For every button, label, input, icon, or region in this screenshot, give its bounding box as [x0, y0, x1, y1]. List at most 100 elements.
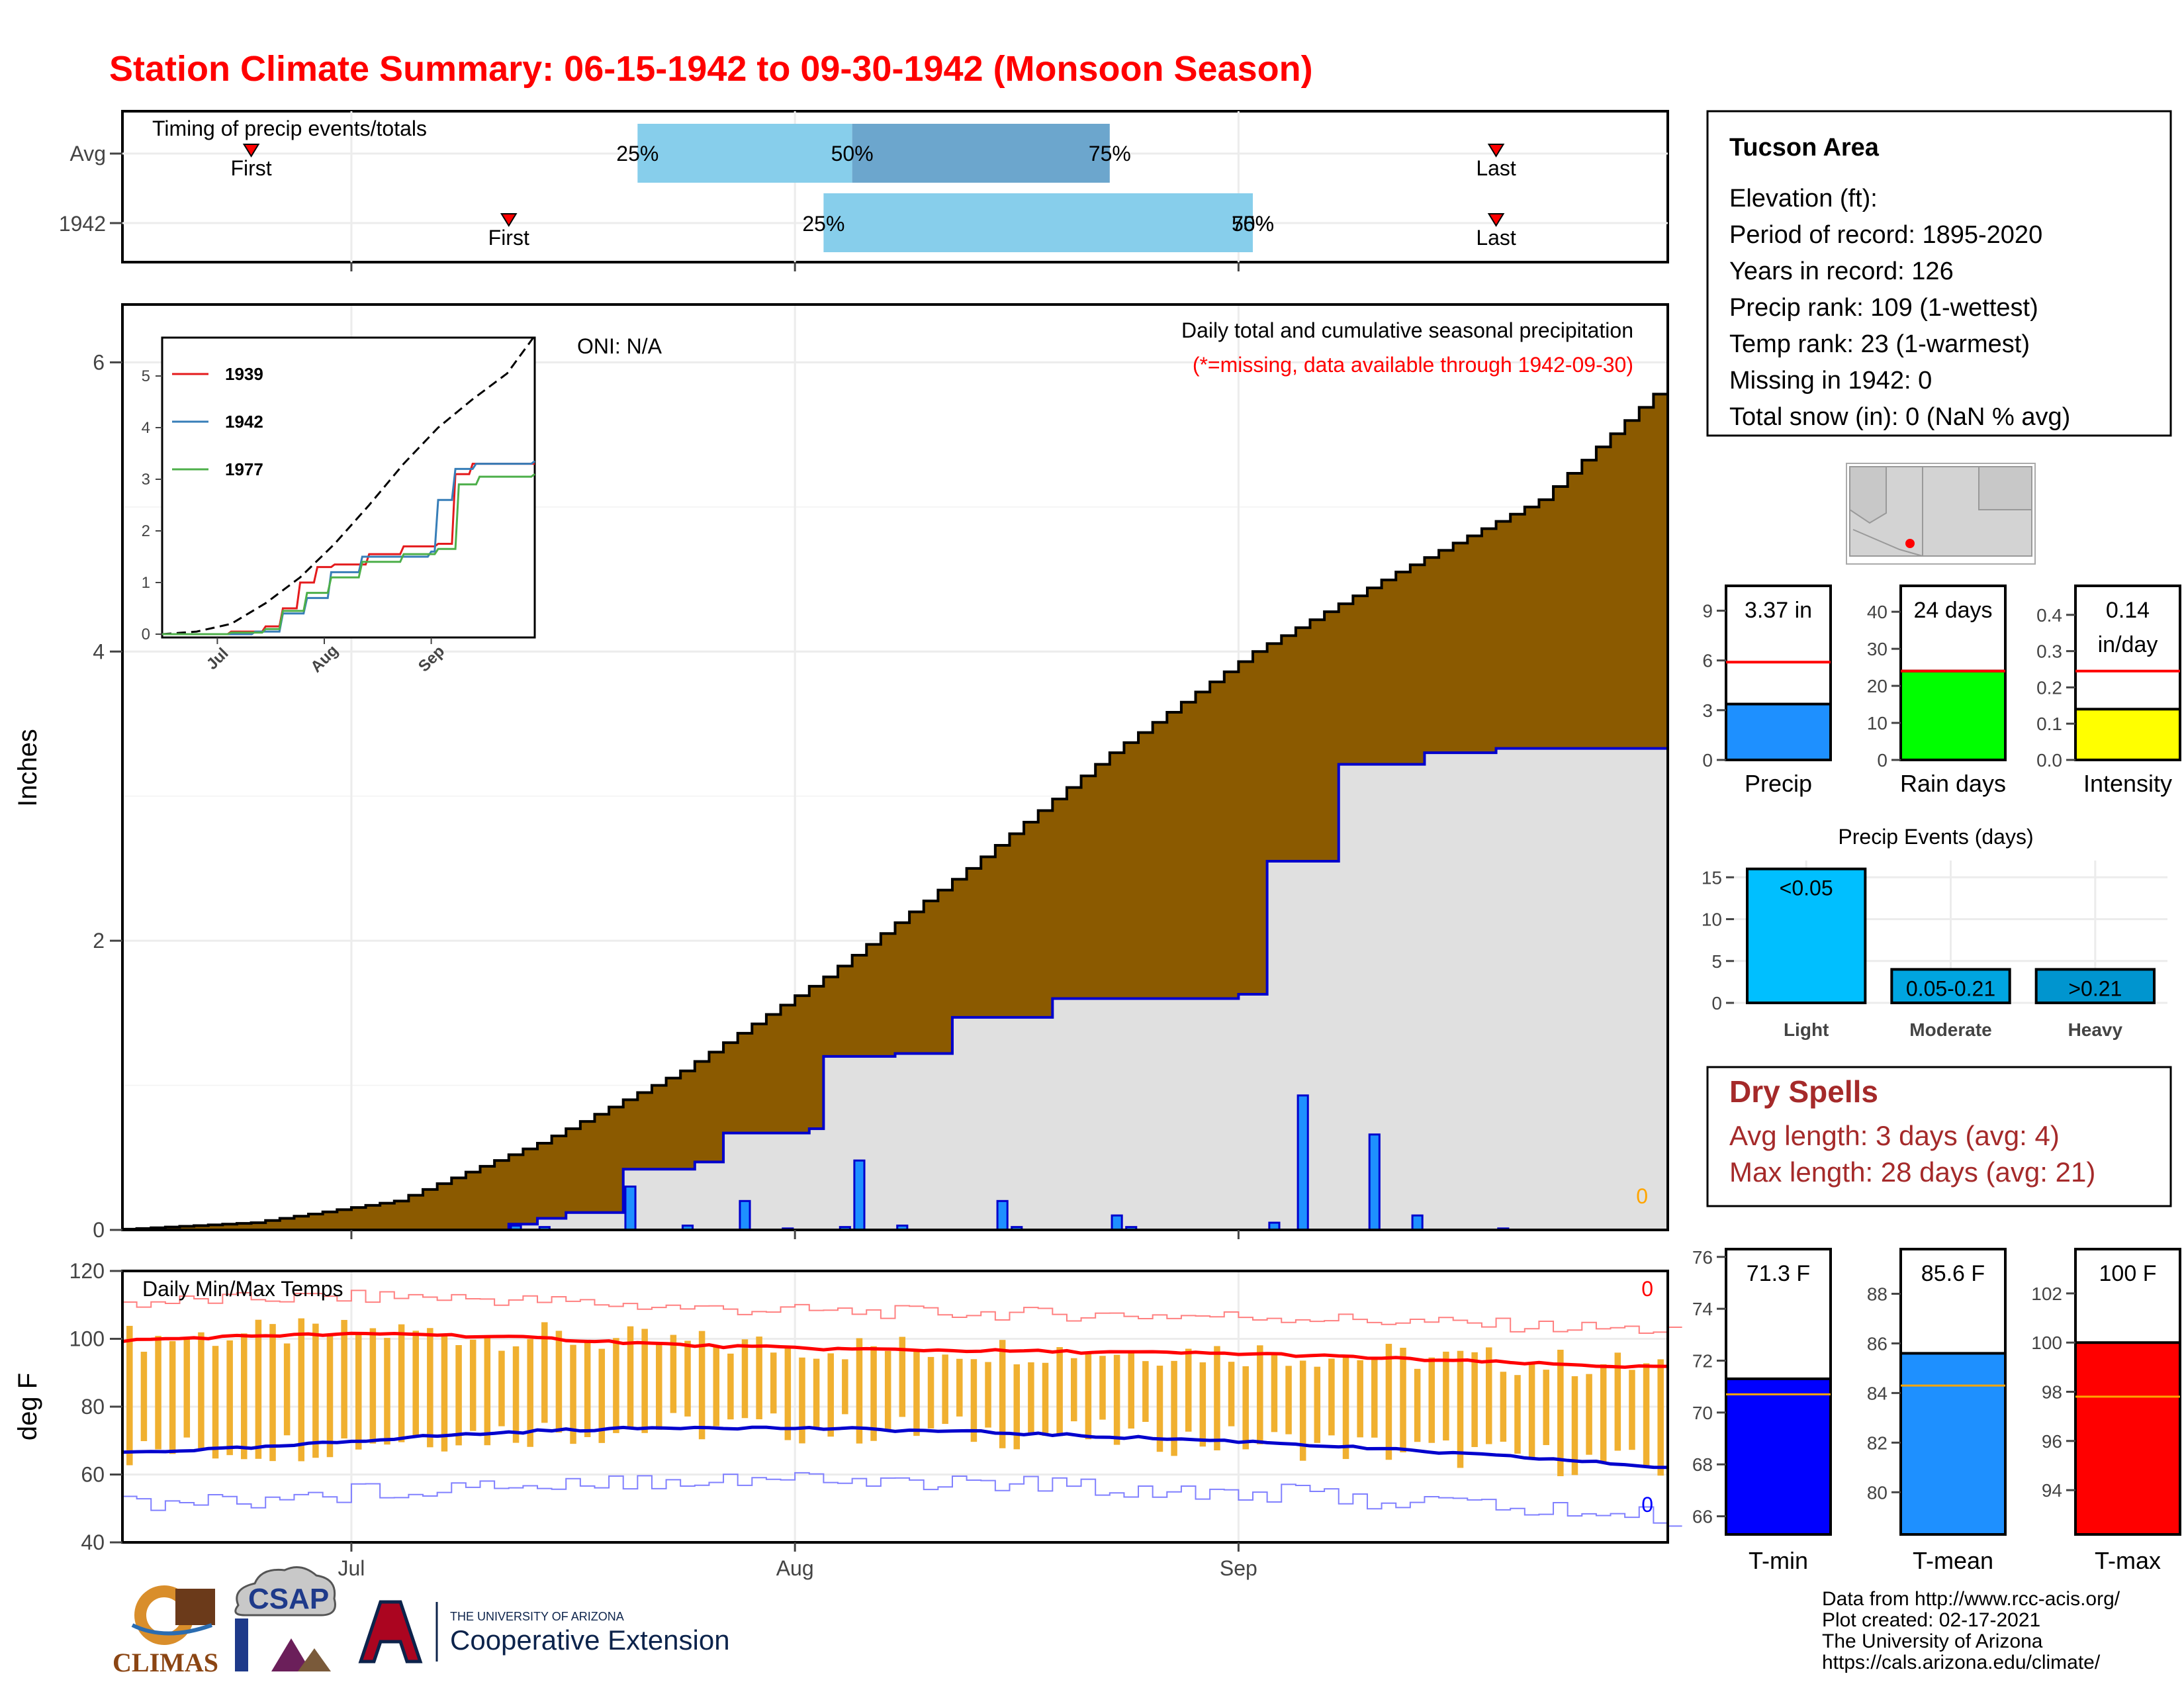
summary-tick-label: 96: [2042, 1431, 2062, 1452]
daily-temp-bar: [1614, 1352, 1621, 1451]
y-tick-label: 2: [93, 929, 105, 953]
daily-temp-bar: [1171, 1360, 1177, 1456]
daily-temp-bar: [641, 1329, 648, 1433]
temp-missing-max: 0: [1641, 1277, 1653, 1301]
daily-temp-bar: [1128, 1350, 1134, 1429]
daily-temp-bar: [269, 1324, 276, 1462]
avg-min-line: [122, 1425, 1668, 1470]
daily-temp-bar: [1099, 1356, 1106, 1420]
daily-temp-bar: [741, 1339, 749, 1419]
inset-series-line: [162, 473, 535, 635]
daily-temp-bar: [613, 1338, 619, 1433]
daily-temp-bar: [1629, 1370, 1635, 1450]
summary-tick-label: 70: [1692, 1403, 1713, 1423]
page-title: Station Climate Summary: 06-15-1942 to 0…: [109, 49, 1313, 89]
daily-temp-bar: [212, 1346, 219, 1459]
daily-temp-bar: [441, 1336, 448, 1452]
daily-temp-bar: [942, 1354, 948, 1425]
percentile-label: 75%: [1089, 142, 1131, 165]
precip-summary-chart: 0 3 6 9 3.37 in Precip: [1702, 585, 1832, 797]
event-bar: [2034, 968, 2156, 1004]
inset-y-tick-label: 4: [142, 419, 150, 437]
daily-temp-bar: [126, 1325, 133, 1466]
summary-tick-label: 74: [1692, 1299, 1713, 1319]
daily-temp-bar: [1113, 1354, 1120, 1445]
daily-temp-bar: [469, 1339, 477, 1431]
daily-temp-bar: [326, 1335, 334, 1458]
percentile-label: 25%: [616, 142, 659, 165]
summary-tick-label: 0.1: [2036, 714, 2062, 734]
daily-temp-bar: [1414, 1368, 1421, 1442]
missing-note: (*=missing, data available through 1942-…: [1193, 353, 1633, 377]
daily-precip-bar: [1411, 1214, 1424, 1231]
daily-temp-bar: [241, 1333, 248, 1460]
daily-temp-bar: [183, 1338, 191, 1438]
daily-precip-bar: [1111, 1214, 1123, 1231]
dry-spells-max: Max length: 28 days (avg: 21): [1729, 1156, 2095, 1188]
avg-max-line: [122, 1331, 1668, 1369]
temp-missing-min: 0: [1641, 1493, 1653, 1517]
summary-xlabel: Rain days: [1900, 770, 2006, 797]
y-tick-label: 120: [69, 1259, 105, 1283]
daily-temp-bar: [999, 1340, 1006, 1448]
daily-temp-bar: [598, 1348, 606, 1443]
daily-temp-bar: [1156, 1366, 1163, 1452]
y-tick-label: 0: [1711, 993, 1722, 1013]
event-marker: [500, 213, 518, 227]
daily-temp-bar: [341, 1319, 347, 1439]
daily-temp-bar: [169, 1340, 176, 1454]
station-line: Total snow (in): 0 (NaN % avg): [1729, 403, 2070, 431]
daily-temp-bar: [398, 1324, 405, 1442]
daily-temp-bar: [1485, 1347, 1492, 1444]
y-tick-label: 10: [1702, 910, 1722, 930]
summary-value-label: 85.6 F: [1921, 1261, 1985, 1286]
summary-tick-label: 72: [1692, 1350, 1713, 1371]
main-ylabel: Inches: [13, 729, 42, 807]
summary-tick-label: 3: [1702, 700, 1713, 721]
summary-value-bar: [1725, 1377, 1832, 1536]
record-min-line: [122, 1472, 1682, 1527]
temp-label: Daily Min/Max Temps: [142, 1277, 343, 1301]
daily-temp-bar: [913, 1349, 920, 1436]
daily-temp-bar: [226, 1340, 233, 1456]
summary-tick-label: 66: [1692, 1507, 1713, 1527]
summary-xlabel: T-mean: [1913, 1547, 1993, 1574]
timing-row-1942: 1942: [59, 212, 106, 236]
summary-tick-label: 80: [1867, 1482, 1888, 1503]
daily-temp-bar: [1571, 1376, 1578, 1476]
y-tick-label: 60: [81, 1463, 105, 1487]
daily-temp-bar: [1443, 1351, 1449, 1441]
daily-temp-bar: [1471, 1352, 1478, 1447]
summary-tick-label: 0.3: [2036, 641, 2062, 662]
climas-logo: CLIMAS: [113, 1585, 218, 1677]
event-bar-label: 0.05-0.21: [1906, 976, 1995, 1000]
y-tick-label: 100: [69, 1327, 105, 1351]
summary-tick-label: 9: [1702, 601, 1713, 622]
main-precip-panel: 0 2 4 6 Inches ONI: N/A Daily total and cum…: [13, 303, 1669, 1242]
ua-logo-small: THE UNIVERSITY OF ARIZONA: [450, 1610, 624, 1623]
summary-tick-label: 84: [1867, 1383, 1888, 1403]
daily-temp-bar: [369, 1328, 377, 1444]
daily-temp-bar: [1400, 1348, 1406, 1453]
footer-line: https://cals.arizona.edu/climate/: [1822, 1652, 2101, 1673]
daily-temp-bar: [627, 1326, 634, 1429]
event-marker: [1487, 213, 1505, 227]
daily-temp-bar: [970, 1359, 978, 1442]
daily-temp-bar: [684, 1340, 691, 1417]
daily-temp-bar: [1600, 1364, 1607, 1462]
event-marker: [242, 144, 260, 158]
summary-tick-label: 20: [1867, 676, 1888, 696]
station-line: Temp rank: 23 (1-warmest): [1729, 330, 2030, 358]
daily-temp-bar: [1242, 1366, 1249, 1450]
daily-precip-bar: [996, 1199, 1009, 1231]
daily-temp-bar: [1385, 1344, 1392, 1460]
daily-temp-bar: [1357, 1360, 1363, 1438]
event-bar-label: <0.05: [1780, 876, 1833, 900]
legend-label: 1942: [225, 412, 263, 432]
daily-temp-bar: [1199, 1362, 1206, 1447]
daily-temp-bar: [927, 1356, 934, 1429]
summary-tick-label: 88: [1867, 1284, 1888, 1304]
summary-tick-label: 102: [2031, 1284, 2062, 1304]
summary-tick-label: 68: [1692, 1454, 1713, 1475]
daily-temp-bar: [140, 1352, 148, 1442]
